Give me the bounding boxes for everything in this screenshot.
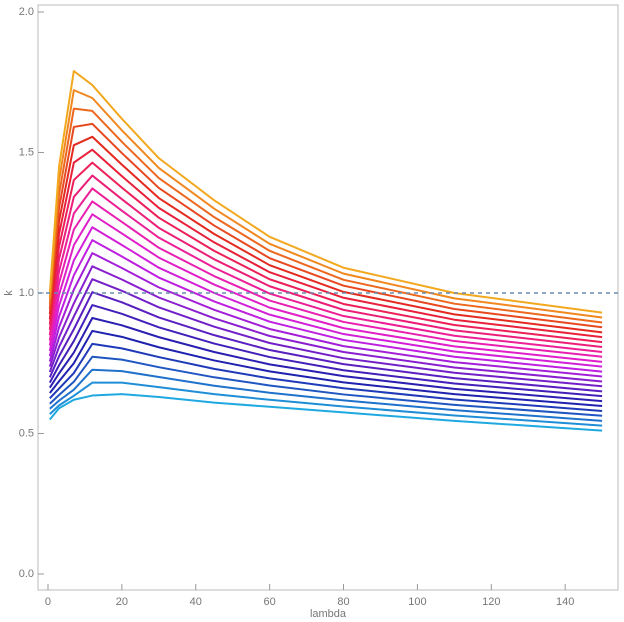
data-line [48, 148, 603, 339]
data-line [49, 329, 603, 407]
data-line [48, 161, 603, 344]
data-line [48, 122, 603, 329]
y-tick-label: 1.0 [19, 287, 34, 299]
data-line [48, 265, 603, 383]
data-line [48, 278, 603, 388]
data-line [48, 291, 603, 393]
data-line [48, 174, 603, 348]
plot-frame [37, 4, 619, 591]
x-tick-label: 0 [45, 596, 51, 608]
y-tick-label: 0.5 [19, 427, 34, 439]
data-line [48, 187, 603, 354]
x-tick-label: 100 [408, 596, 426, 608]
x-tick-label: 60 [264, 596, 276, 608]
y-tick-label: 1.5 [19, 146, 34, 158]
y-tick-label: 0.0 [19, 568, 34, 580]
x-axis-label: lambda [310, 608, 347, 620]
y-axis-label: k [3, 290, 15, 296]
x-tick-label: 140 [556, 596, 574, 608]
data-line [48, 200, 603, 358]
data-line [48, 135, 603, 334]
data-line [48, 213, 603, 363]
data-line [48, 317, 603, 403]
data-line [49, 355, 603, 417]
x-tick-label: 20 [116, 596, 128, 608]
data-line [48, 304, 603, 398]
data-line [48, 89, 603, 319]
data-line [49, 381, 603, 427]
x-tick-label: 40 [190, 596, 202, 608]
x-tick-label: 120 [482, 596, 500, 608]
y-tick-label: 2.0 [19, 6, 34, 18]
data-line [48, 226, 603, 368]
data-line [48, 239, 603, 373]
data-line [49, 368, 603, 422]
data-line [49, 342, 603, 413]
data-line [49, 393, 603, 432]
data-line [48, 107, 603, 324]
data-line [48, 252, 603, 378]
x-tick-label: 80 [337, 596, 349, 608]
data-line [48, 70, 603, 314]
